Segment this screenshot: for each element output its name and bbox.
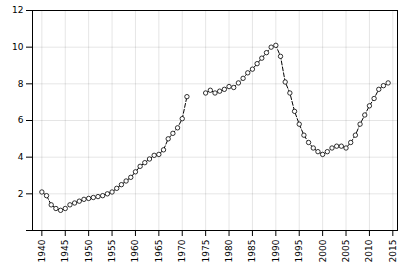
svg-text:1970: 1970 xyxy=(177,239,187,262)
svg-text:6: 6 xyxy=(18,115,24,125)
svg-text:1945: 1945 xyxy=(60,240,70,263)
svg-text:1995: 1995 xyxy=(294,240,304,263)
svg-text:2005: 2005 xyxy=(341,240,351,263)
svg-text:1960: 1960 xyxy=(130,239,140,262)
svg-text:1965: 1965 xyxy=(154,240,164,263)
svg-text:2010: 2010 xyxy=(364,239,374,262)
svg-text:1940: 1940 xyxy=(37,239,47,262)
svg-text:1975: 1975 xyxy=(201,240,211,263)
svg-text:2000: 2000 xyxy=(318,239,328,262)
svg-text:4: 4 xyxy=(18,152,24,162)
svg-text:1985: 1985 xyxy=(247,240,257,263)
svg-text:1950: 1950 xyxy=(84,239,94,262)
svg-text:12: 12 xyxy=(12,5,23,15)
svg-text:1990: 1990 xyxy=(271,239,281,262)
svg-text:8: 8 xyxy=(18,79,24,89)
svg-text:10: 10 xyxy=(12,42,24,52)
svg-text:2: 2 xyxy=(18,189,24,199)
svg-text:1980: 1980 xyxy=(224,239,234,262)
svg-text:2015: 2015 xyxy=(388,240,398,263)
svg-text:1955: 1955 xyxy=(107,240,117,263)
